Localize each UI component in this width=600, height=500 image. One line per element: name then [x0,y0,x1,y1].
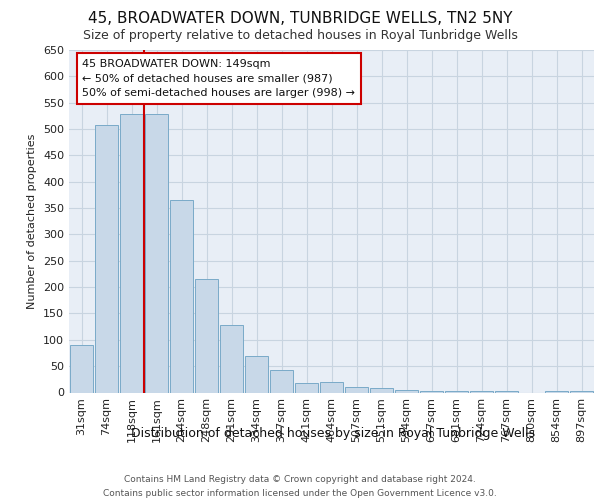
Bar [195,279,218,392]
Bar [70,345,93,393]
Text: Size of property relative to detached houses in Royal Tunbridge Wells: Size of property relative to detached ho… [83,29,517,42]
Text: Distribution of detached houses by size in Royal Tunbridge Wells: Distribution of detached houses by size … [131,428,535,440]
Bar [370,388,393,392]
Bar [320,382,343,392]
Bar [220,325,243,392]
Bar [145,114,168,392]
Bar [170,200,193,392]
Bar [345,387,368,392]
Y-axis label: Number of detached properties: Number of detached properties [28,134,37,309]
Text: 45 BROADWATER DOWN: 149sqm
← 50% of detached houses are smaller (987)
50% of sem: 45 BROADWATER DOWN: 149sqm ← 50% of deta… [82,58,355,98]
Bar [270,370,293,392]
Bar [95,126,118,392]
Text: 45, BROADWATER DOWN, TUNBRIDGE WELLS, TN2 5NY: 45, BROADWATER DOWN, TUNBRIDGE WELLS, TN… [88,11,512,26]
Text: Contains HM Land Registry data © Crown copyright and database right 2024.
Contai: Contains HM Land Registry data © Crown c… [103,476,497,498]
Bar [295,383,318,392]
Bar [245,356,268,393]
Bar [120,114,143,392]
Bar [395,390,418,392]
